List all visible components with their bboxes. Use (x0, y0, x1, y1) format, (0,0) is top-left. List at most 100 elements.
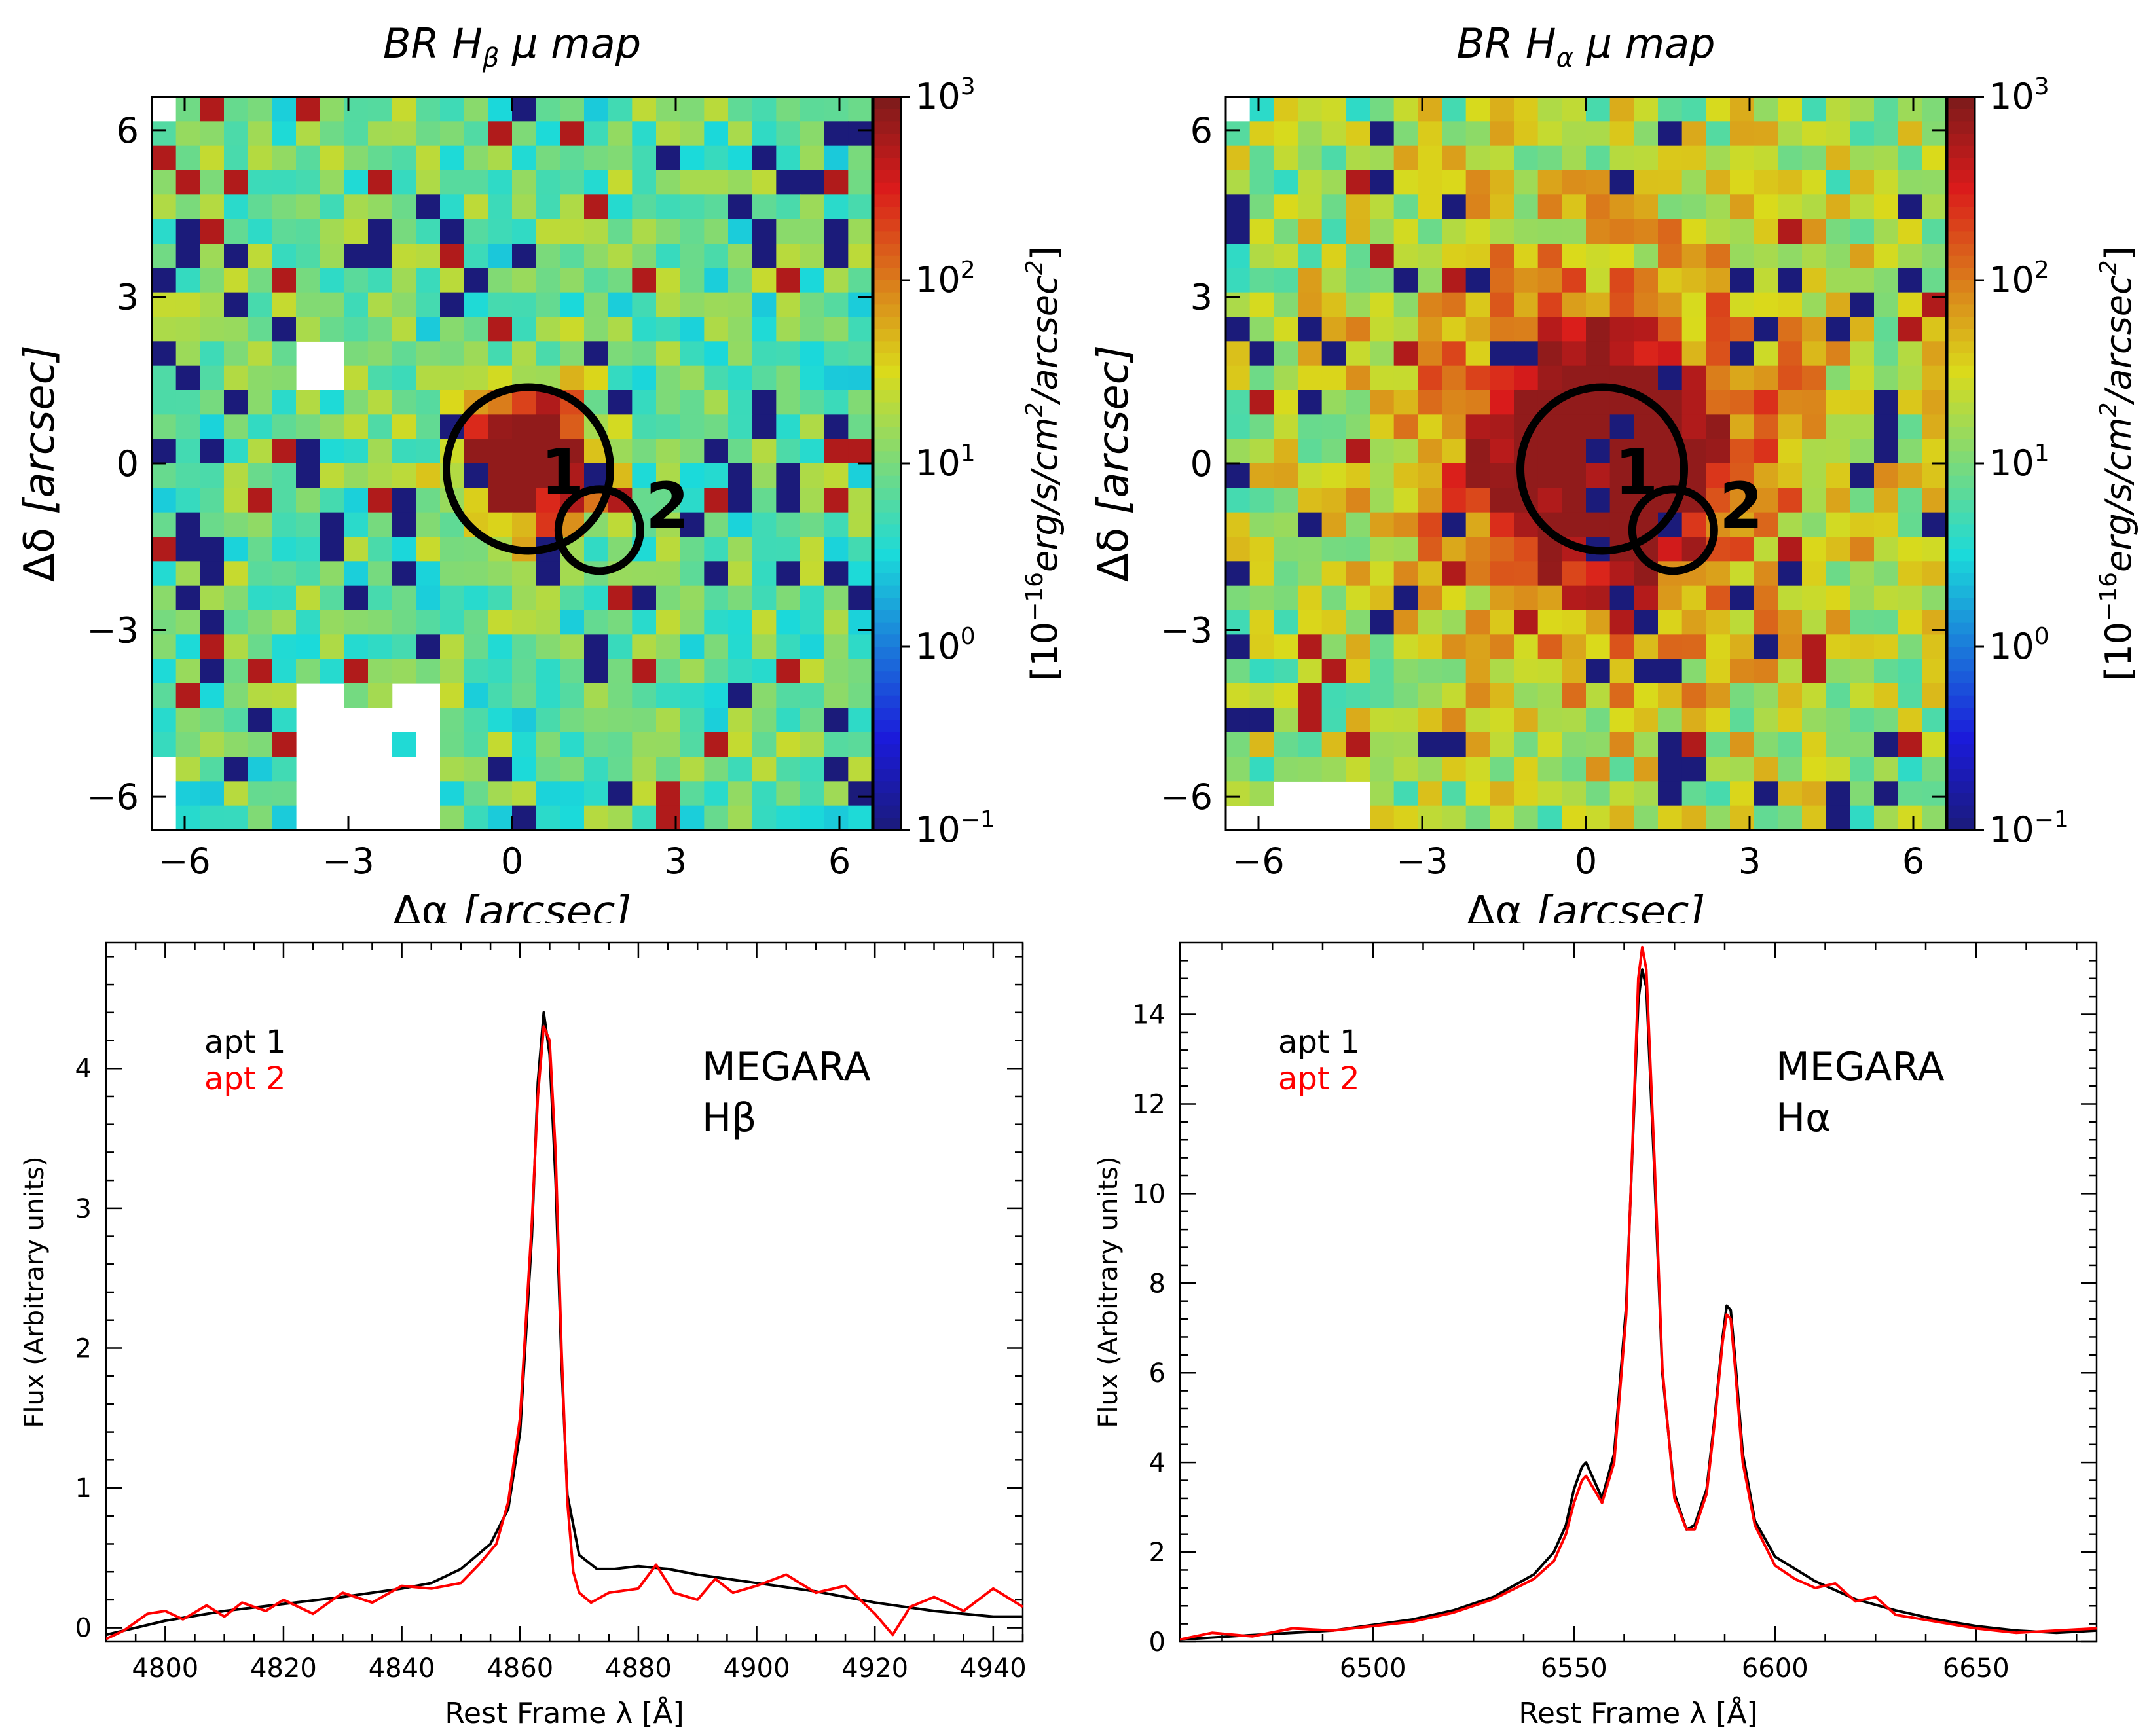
heatmap-pixel (824, 732, 849, 757)
heatmap-pixel (1249, 634, 1274, 660)
heatmap-pixel (1442, 219, 1467, 244)
heatmap-pixel (776, 268, 801, 293)
heatmap-pixel (1274, 488, 1298, 513)
heatmap-pixel (1514, 365, 1539, 391)
heatmap-pixel (200, 512, 225, 537)
heatmap-pixel (175, 561, 200, 587)
heatmap-pixel (200, 634, 225, 660)
heatmap-pixel (392, 390, 416, 415)
heatmap-pixel (1537, 463, 1562, 488)
heatmap-pixel (1274, 390, 1298, 415)
heatmap-pixel (1778, 757, 1803, 782)
heatmap-pixel (1850, 585, 1875, 611)
heatmap-pixel (1681, 805, 1706, 831)
colorbar-segment (1947, 818, 1975, 831)
colorbar-segment (1947, 182, 1975, 195)
heatmap-pixel (1586, 659, 1611, 684)
heatmap-pixel (1922, 781, 1947, 806)
heatmap-pixel (200, 414, 225, 440)
heatmap-pixel (1802, 610, 1827, 635)
heatmap-pixel (1922, 512, 1947, 537)
heatmap-pixel (224, 268, 249, 293)
heatmap-pixel (1586, 390, 1611, 415)
heatmap-pixel (704, 659, 729, 684)
heatmap-pixel (728, 244, 753, 268)
heatmap-pixel (1898, 732, 1922, 757)
heatmap-pixel (440, 145, 465, 171)
heatmap-pixel (1850, 439, 1875, 464)
heatmap-pixel (1658, 244, 1683, 268)
colorbar-segment (1947, 695, 1975, 708)
heatmap-pixel (1706, 268, 1731, 293)
heatmap-pixel (1418, 414, 1442, 440)
heatmap-pixel (728, 610, 753, 635)
heatmap-pixel (1442, 390, 1467, 415)
heatmap-pixel (848, 341, 873, 367)
heatmap-pixel (368, 194, 393, 220)
heatmap-pixel (1850, 170, 1875, 195)
y-tick-label: 2 (75, 1333, 92, 1364)
heatmap-pixel (1754, 732, 1778, 757)
colorbar-segment (1947, 451, 1975, 464)
heatmap-pixel (824, 292, 849, 317)
heatmap-pixel (1586, 610, 1611, 635)
heatmap-pixel (416, 414, 441, 440)
heatmap-pixel (680, 268, 705, 293)
heatmap-pixel (1754, 244, 1778, 268)
heatmap-pixel (728, 390, 753, 415)
heatmap-pixel (1226, 121, 1251, 147)
heatmap-pixel (224, 512, 249, 537)
heatmap-pixel (296, 244, 321, 268)
colorbar-segment (1947, 329, 1975, 342)
heatmap-pixel (1562, 781, 1587, 806)
heatmap-pixel (1754, 512, 1778, 537)
heatmap-pixel (1393, 145, 1418, 171)
heatmap-pixel (1465, 414, 1490, 440)
aperture-2-circle (554, 485, 644, 575)
heatmap-pixel (152, 121, 177, 147)
heatmap-pixel (824, 170, 849, 195)
heatmap-pixel (1249, 97, 1274, 122)
heatmap-pixel (200, 170, 225, 195)
heatmap-pixel (512, 121, 537, 147)
heatmap-pixel (1370, 365, 1395, 391)
colorbar-segment (873, 769, 901, 782)
heatmap-pixel (296, 463, 321, 488)
heatmap-pixel (1346, 585, 1370, 611)
heatmap-pixel (1898, 390, 1922, 415)
heatmap-pixel (1754, 488, 1778, 513)
heatmap-pixel (175, 170, 200, 195)
heatmap-pixel (1321, 757, 1346, 782)
heatmap-pixel (1370, 805, 1395, 831)
heatmap-pixel (776, 805, 801, 831)
heatmap-pixel (1730, 732, 1755, 757)
heatmap-pixel (656, 390, 681, 415)
heatmap-pixel (1754, 268, 1778, 293)
heatmap-pixel (1706, 244, 1731, 268)
heatmap-pixel (1418, 439, 1442, 464)
heatmap-pixel (1442, 317, 1467, 342)
heatmap-pixel (1226, 610, 1251, 635)
heatmap-pixel (1586, 805, 1611, 831)
heatmap-pixel (1418, 488, 1442, 513)
heatmap-pixel (584, 708, 609, 733)
colorbar-segment (873, 158, 901, 171)
heatmap-pixel (656, 365, 681, 391)
heatmap-pixel (1802, 145, 1827, 171)
heatmap-pixel (680, 365, 705, 391)
colorbar-segment (1947, 610, 1975, 623)
colorbar-segment (873, 732, 901, 745)
heatmap-pixel (1898, 537, 1922, 562)
heatmap-pixel (175, 97, 200, 122)
heatmap-pixel (608, 757, 633, 782)
heatmap-pixel (1634, 463, 1659, 488)
heatmap-pixel (248, 634, 272, 660)
heatmap-pixel (680, 708, 705, 733)
heatmap-pixel (1465, 170, 1490, 195)
heatmap-pixel (536, 194, 560, 220)
heatmap-pixel (392, 512, 416, 537)
heatmap-pixel (1321, 194, 1346, 220)
heatmap-pixel (1850, 512, 1875, 537)
heatmap-pixel (1346, 683, 1370, 708)
heatmap-pixel (1802, 170, 1827, 195)
